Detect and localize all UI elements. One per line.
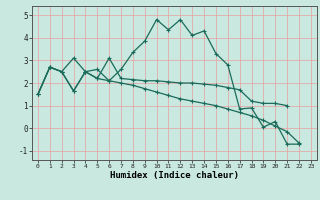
X-axis label: Humidex (Indice chaleur): Humidex (Indice chaleur) [110,171,239,180]
